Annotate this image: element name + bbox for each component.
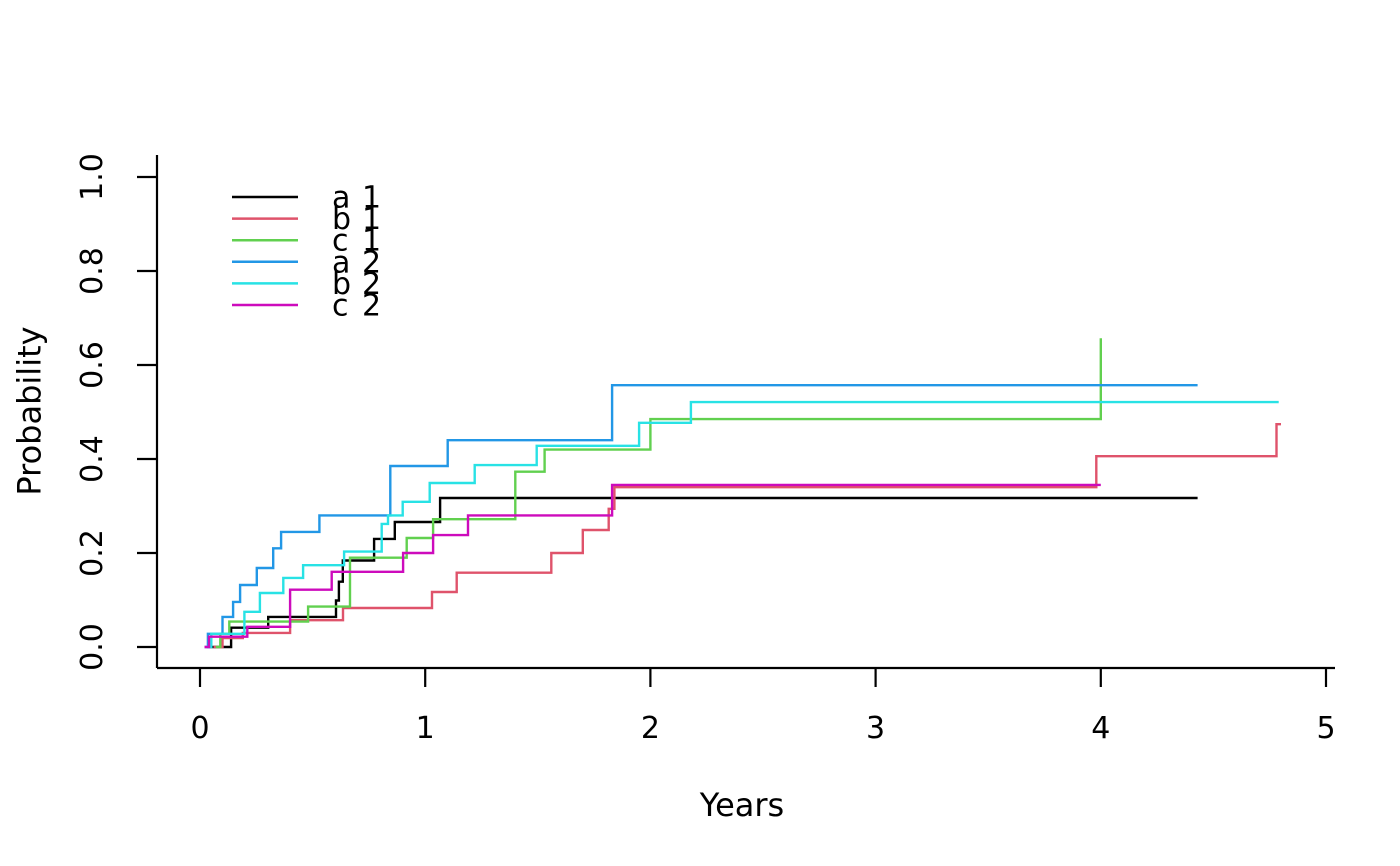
x-tick-label: 3 [866,711,885,746]
y-tick-label: 0.2 [75,529,110,577]
x-tick-label: 5 [1316,711,1335,746]
legend-label-group: b [332,202,351,237]
y-tick-label: 0.4 [75,435,110,483]
series-curve-b-2 [206,400,1279,649]
legend-label-group: c [332,224,349,259]
series-curve-c-2 [204,483,1101,649]
legend-layer: a 1b 1c 1a 2b 2c 2 [232,181,381,324]
axes-layer: 0 1 2 3 4 50.00.20.40.60.81.0 [75,153,1336,746]
x-tick-label: 1 [416,711,435,746]
legend-label-number: 2 [362,267,381,302]
legend-label-number: 2 [362,289,381,324]
x-tick-label: 4 [1091,711,1110,746]
y-axis-title: Probability [11,326,49,495]
legend-label-number: 2 [362,245,381,280]
y-tick-label: 0.6 [75,341,110,389]
y-tick-label: 0.8 [75,247,110,295]
y-tick-label: 0.0 [75,623,110,671]
x-axis-title: Years [699,786,784,824]
legend-label-group: b [332,267,351,302]
legend-label-group: c [332,289,349,324]
legend-label-group: a [332,245,350,280]
legend-label-number: 1 [362,202,381,237]
series-curve-a-2 [204,384,1198,649]
legend-label-group: a [332,181,350,216]
series-curve-c-1 [215,338,1102,649]
legend-label-number: 1 [362,181,381,216]
x-tick-label: 0 [190,711,209,746]
x-tick-label: 2 [641,711,660,746]
legend-label-number: 1 [362,224,381,259]
y-tick-label: 1.0 [75,153,110,201]
series-layer [204,338,1281,649]
series-curve-b-1 [213,423,1281,649]
